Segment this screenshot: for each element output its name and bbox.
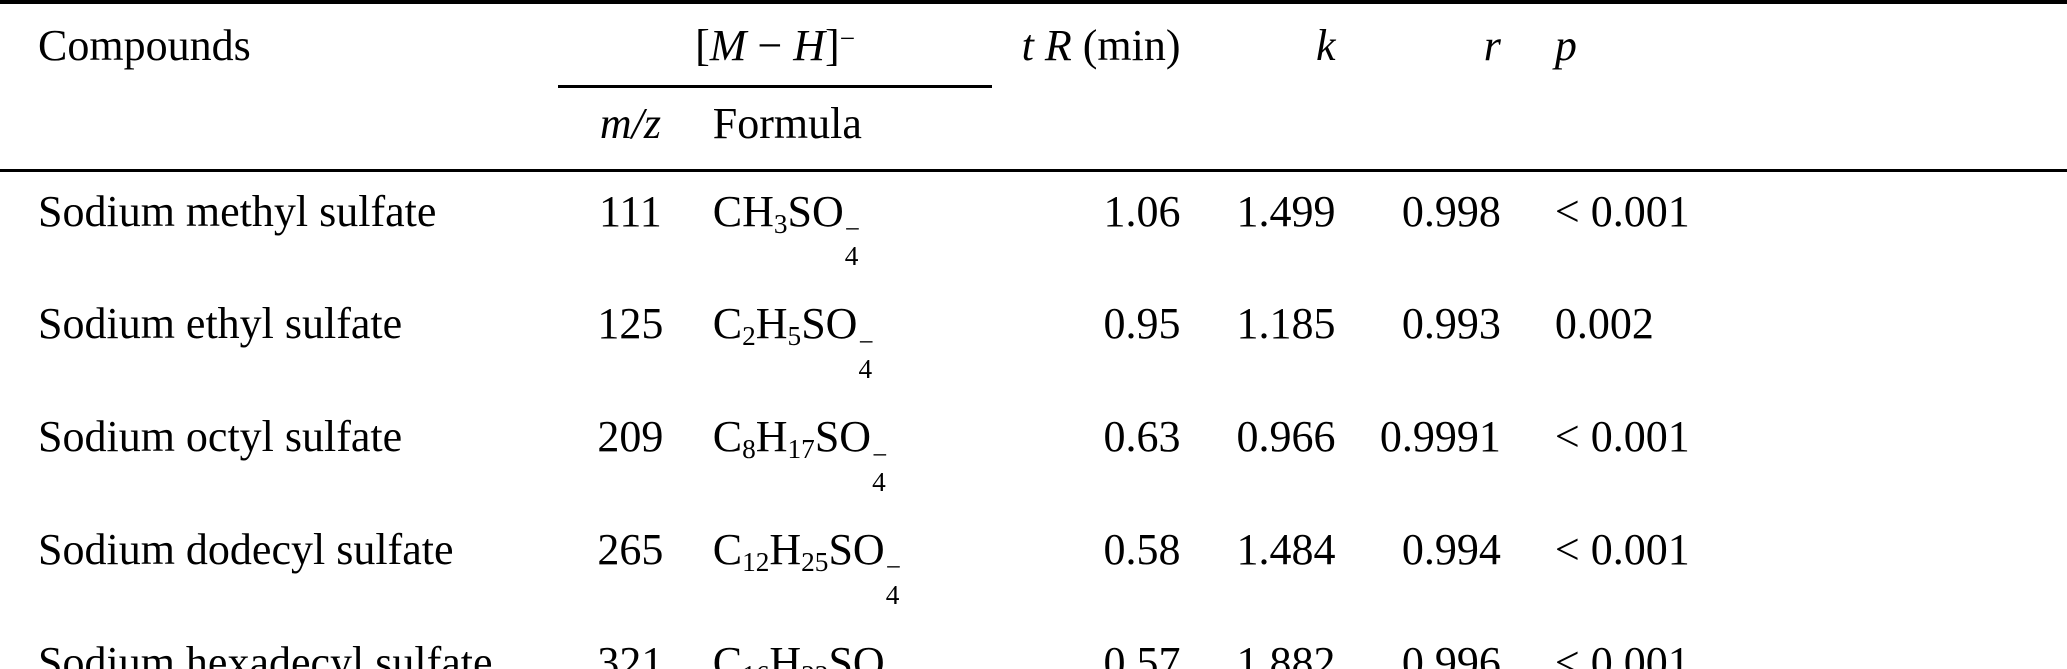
cell-compound: Sodium methyl sulfate <box>38 186 437 236</box>
cell-tr: 0.58 <box>1103 525 1181 575</box>
cell-tr: 1.06 <box>1103 186 1181 236</box>
cell-mz: 125 <box>597 299 664 349</box>
table-row: Sodium methyl sulfate 111 CH3SO −4 1.06 1… <box>0 170 2067 284</box>
cell-k: 0.966 <box>1236 412 1336 462</box>
cell-r: 0.9991 <box>1379 412 1501 462</box>
header-mz: m/z <box>599 98 661 148</box>
cell-mz: 321 <box>597 637 664 669</box>
header-k: k <box>1315 21 1336 70</box>
cell-r: 0.996 <box>1401 637 1501 669</box>
cell-formula: C8H17SO −4 <box>712 412 888 497</box>
header-row-1: Compounds [M − H]− t R (min) k r p <box>0 2 2067 88</box>
cell-k: 1.185 <box>1236 299 1336 349</box>
cell-p: 0.002 <box>1554 299 1654 349</box>
cell-formula: C12H25SO −4 <box>712 525 902 610</box>
cell-compound: Sodium hexadecyl sulfate <box>38 637 493 669</box>
cell-compound: Sodium dodecyl sulfate <box>38 525 454 575</box>
cell-k: 1.484 <box>1236 525 1336 575</box>
table-row: Sodium hexadecyl sulfate 321 C16H33SO−4 … <box>0 623 2067 669</box>
cell-k: 1.882 <box>1236 637 1336 669</box>
header-r: r <box>1483 21 1501 70</box>
cell-compound: Sodium octyl sulfate <box>38 412 403 462</box>
cell-compound: Sodium ethyl sulfate <box>38 299 403 349</box>
table-header: Compounds [M − H]− t R (min) k r p m/z F… <box>0 2 2067 171</box>
table-row: Sodium dodecyl sulfate 265 C12H25SO −4 0.… <box>0 510 2067 623</box>
header-mh-group: [M − H]− <box>558 2 993 88</box>
cell-mz: 265 <box>597 525 664 575</box>
cell-mz: 111 <box>599 186 662 236</box>
cell-r: 0.993 <box>1401 299 1501 349</box>
header-tr: t R (min) <box>1021 21 1181 70</box>
cell-k: 1.499 <box>1236 186 1336 236</box>
cell-tr: 0.57 <box>1103 637 1181 669</box>
cell-p: < 0.001 <box>1554 525 1690 575</box>
header-compounds: Compounds <box>38 21 251 70</box>
cell-mz: 209 <box>597 412 664 462</box>
cell-formula: C2H5SO −4 <box>712 299 874 384</box>
header-formula: Formula <box>712 98 862 148</box>
header-p: p <box>1554 21 1577 70</box>
table-body: Sodium methyl sulfate 111 CH3SO −4 1.06 1… <box>0 170 2067 669</box>
cell-p: < 0.001 <box>1554 637 1690 669</box>
cell-formula: C16H33SO−4 <box>712 637 901 669</box>
header-row-2: m/z Formula <box>0 86 2067 170</box>
cell-p: < 0.001 <box>1554 412 1690 462</box>
table-row: Sodium octyl sulfate 209 C8H17SO −4 0.63 … <box>0 397 2067 510</box>
cell-r: 0.998 <box>1401 186 1501 236</box>
cell-formula: CH3SO −4 <box>712 186 861 272</box>
table-row: Sodium ethyl sulfate 125 C2H5SO −4 0.95 1… <box>0 284 2067 397</box>
cell-p: < 0.001 <box>1554 186 1690 236</box>
cell-tr: 0.63 <box>1103 412 1181 462</box>
cell-tr: 0.95 <box>1103 299 1181 349</box>
cell-r: 0.994 <box>1401 525 1501 575</box>
